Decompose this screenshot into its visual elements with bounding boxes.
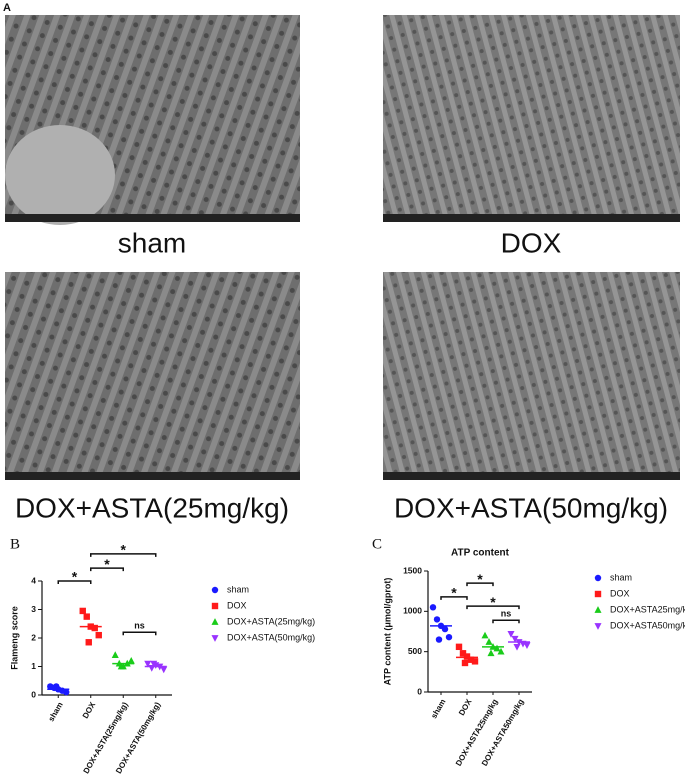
legend-marker <box>211 635 219 642</box>
micrograph <box>5 272 300 480</box>
significance-label: * <box>121 542 127 558</box>
panel-label: C <box>372 536 382 552</box>
significance-label: * <box>72 569 78 585</box>
data-point <box>150 660 158 668</box>
legend-label: sham <box>227 584 249 594</box>
significance-bracket <box>492 619 520 624</box>
y-tick-label: 1500 <box>403 565 422 575</box>
y-tick-label: 1 <box>31 661 36 671</box>
y-tick-label: 4 <box>31 575 36 585</box>
x-tick-label: sham <box>429 698 447 721</box>
micrograph-label: sham <box>118 227 186 258</box>
data-point <box>127 656 135 664</box>
legend-marker <box>211 618 219 625</box>
legend-label: DOX+ASTA50mg/kg <box>610 620 685 630</box>
significance-label: * <box>104 556 110 572</box>
data-point <box>487 649 495 657</box>
data-point <box>111 651 119 658</box>
legend-marker <box>211 586 219 594</box>
micrograph-label: DOX+ASTA(25mg/kg) <box>15 492 289 523</box>
legend-marker <box>594 574 602 582</box>
x-tick-label: DOX <box>457 697 474 717</box>
data-point <box>445 633 453 641</box>
y-tick-label: 2 <box>31 632 36 642</box>
significance-label: * <box>490 594 496 610</box>
legend-label: DOX+ASTA25mg/kg <box>610 604 685 614</box>
legend-marker <box>211 602 219 610</box>
y-tick-label: 1000 <box>403 606 422 616</box>
y-tick-label: 0 <box>417 686 422 696</box>
significance-label: * <box>451 585 457 601</box>
data-point <box>144 660 152 668</box>
data-point <box>160 666 168 674</box>
data-point <box>85 639 92 646</box>
micrograph <box>383 272 680 480</box>
data-point <box>91 624 98 632</box>
micrograph <box>5 15 300 225</box>
data-point <box>497 647 505 655</box>
y-tick-label: 500 <box>408 646 422 656</box>
y-axis-label: Flameng score <box>9 606 19 670</box>
significance-label: ns <box>134 621 145 631</box>
legend-label: DOX+ASTA(25mg/kg) <box>227 616 315 626</box>
legend-marker <box>594 590 602 598</box>
data-point <box>429 604 437 611</box>
significance-bracket <box>466 605 520 610</box>
data-point <box>63 688 70 696</box>
y-axis-label: ATP content (μmol/gprot) <box>382 578 392 686</box>
data-point <box>471 658 479 665</box>
chart-title: ATP content <box>451 548 510 559</box>
data-point <box>79 607 86 615</box>
legend-label: DOX <box>227 600 247 610</box>
significance-label: * <box>477 571 483 587</box>
significance-bracket <box>466 582 494 587</box>
data-point <box>511 635 519 643</box>
data-point <box>481 631 489 639</box>
data-point <box>467 656 475 663</box>
legend-label: sham <box>610 572 632 582</box>
data-point <box>53 683 60 690</box>
data-point <box>507 631 515 638</box>
y-tick-label: 0 <box>31 689 36 699</box>
panel-label: B <box>10 536 20 552</box>
legend-marker <box>594 606 602 613</box>
significance-label: ns <box>501 609 512 619</box>
data-point <box>95 631 102 639</box>
data-point <box>83 613 90 620</box>
data-point <box>459 650 467 657</box>
data-point <box>485 638 493 645</box>
data-point <box>433 616 441 623</box>
data-point <box>493 644 501 652</box>
micrograph-label: DOX <box>501 227 562 258</box>
micrograph-label: DOX+ASTA(50mg/kg) <box>394 492 668 523</box>
data-point <box>441 625 449 633</box>
x-tick-label: DOX <box>81 700 98 720</box>
significance-bracket <box>57 580 92 584</box>
significance-bracket <box>122 631 157 636</box>
data-point <box>523 642 531 650</box>
x-tick-label: sham <box>47 701 65 724</box>
data-point <box>513 643 521 651</box>
significance-bracket <box>440 596 468 600</box>
figure-label: A <box>3 2 11 14</box>
legend-label: DOX+ASTA(50mg/kg) <box>227 632 315 642</box>
y-tick-label: 3 <box>31 604 36 614</box>
legend-marker <box>594 623 602 630</box>
significance-bracket <box>90 553 157 557</box>
data-point <box>461 659 469 667</box>
data-point <box>455 643 463 651</box>
data-point <box>117 662 125 670</box>
significance-bracket <box>90 567 124 572</box>
data-point <box>435 636 443 643</box>
data-point <box>463 653 471 660</box>
legend-label: DOX <box>610 588 630 598</box>
micrograph <box>383 15 680 222</box>
